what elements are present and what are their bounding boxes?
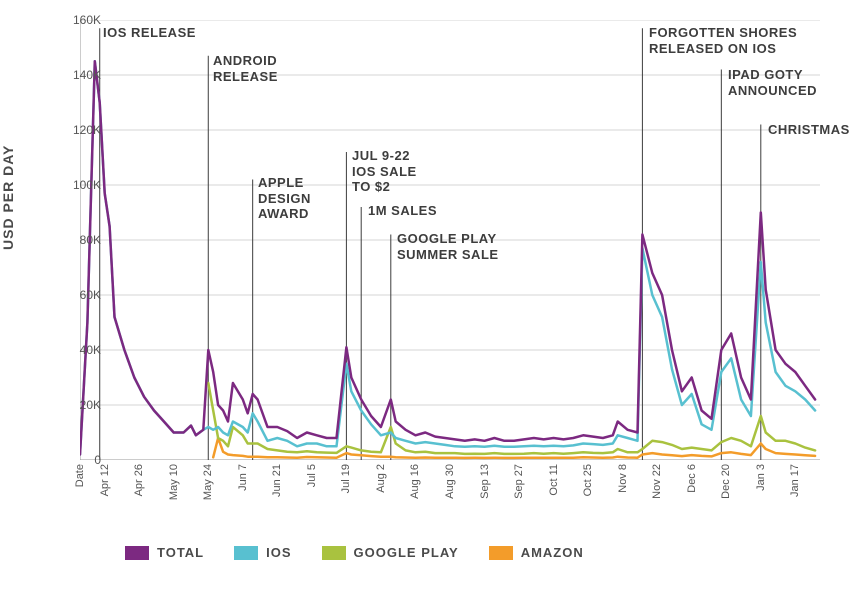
annotation-label: JUL 9-22IOS SALETO $2 (352, 148, 417, 195)
annotation-label: IOS RELEASE (103, 25, 196, 41)
x-tick-label: Dec 20 (720, 464, 732, 499)
legend: TOTAL IOS GOOGLE PLAY AMAZON (125, 545, 584, 560)
legend-swatch (234, 546, 258, 560)
x-tick-label: Date (74, 464, 86, 487)
y-tick-label: 40K (41, 343, 101, 357)
legend-item: AMAZON (489, 545, 584, 560)
annotation-label: 1M SALES (368, 203, 437, 219)
y-tick-label: 160K (41, 13, 101, 27)
x-tick-label: Oct 11 (548, 464, 560, 496)
annotation-label: GOOGLE PLAYSUMMER SALE (397, 231, 499, 262)
y-tick-label: 140K (41, 68, 101, 82)
y-tick-label: 80K (41, 233, 101, 247)
legend-label: TOTAL (157, 545, 204, 560)
x-tick-label: May 10 (168, 464, 180, 500)
x-tick-label: Dec 6 (686, 464, 698, 493)
x-tick-label: Apr 12 (99, 464, 111, 496)
annotation-label: CHRISTMAS (768, 122, 849, 138)
annotation-label: IPAD GOTYANNOUNCED (728, 67, 817, 98)
x-tick-label: Jan 17 (789, 464, 801, 497)
x-tick-label: Sep 27 (513, 464, 525, 499)
x-tick-label: Nov 8 (617, 464, 629, 493)
y-tick-label: 0 (41, 453, 101, 467)
legend-swatch (322, 546, 346, 560)
x-tick-label: Oct 25 (582, 464, 594, 496)
x-tick-label: Aug 2 (375, 464, 387, 493)
legend-swatch (489, 546, 513, 560)
x-tick-label: Nov 22 (651, 464, 663, 499)
x-tick-label: Jun 21 (271, 464, 283, 497)
x-tick-label: Jul 19 (340, 464, 352, 493)
legend-label: GOOGLE PLAY (354, 545, 459, 560)
y-tick-label: 60K (41, 288, 101, 302)
x-tick-label: Apr 26 (133, 464, 145, 496)
x-tick-label: Jun 7 (237, 464, 249, 491)
legend-item: IOS (234, 545, 291, 560)
y-tick-label: 100K (41, 178, 101, 192)
legend-label: AMAZON (521, 545, 584, 560)
annotation-label: APPLEDESIGNAWARD (258, 175, 311, 222)
x-tick-label: Jan 3 (755, 464, 767, 491)
y-axis-title: USD PER DAY (0, 145, 16, 250)
y-tick-label: 120K (41, 123, 101, 137)
y-tick-label: 20K (41, 398, 101, 412)
x-tick-label: Aug 16 (409, 464, 421, 499)
legend-item: GOOGLE PLAY (322, 545, 459, 560)
annotation-label: ANDROIDRELEASE (213, 53, 278, 84)
x-tick-label: May 24 (202, 464, 214, 500)
annotation-label: FORGOTTEN SHORESRELEASED ON IOS (649, 25, 797, 56)
x-tick-label: Jul 5 (306, 464, 318, 487)
x-tick-label: Aug 30 (444, 464, 456, 499)
x-tick-label: Sep 13 (479, 464, 491, 499)
legend-item: TOTAL (125, 545, 204, 560)
legend-label: IOS (266, 545, 291, 560)
legend-swatch (125, 546, 149, 560)
revenue-per-day-chart: USD PER DAY TOTAL IOS GOOGLE PLAY AMAZON 0 2… (0, 0, 849, 591)
